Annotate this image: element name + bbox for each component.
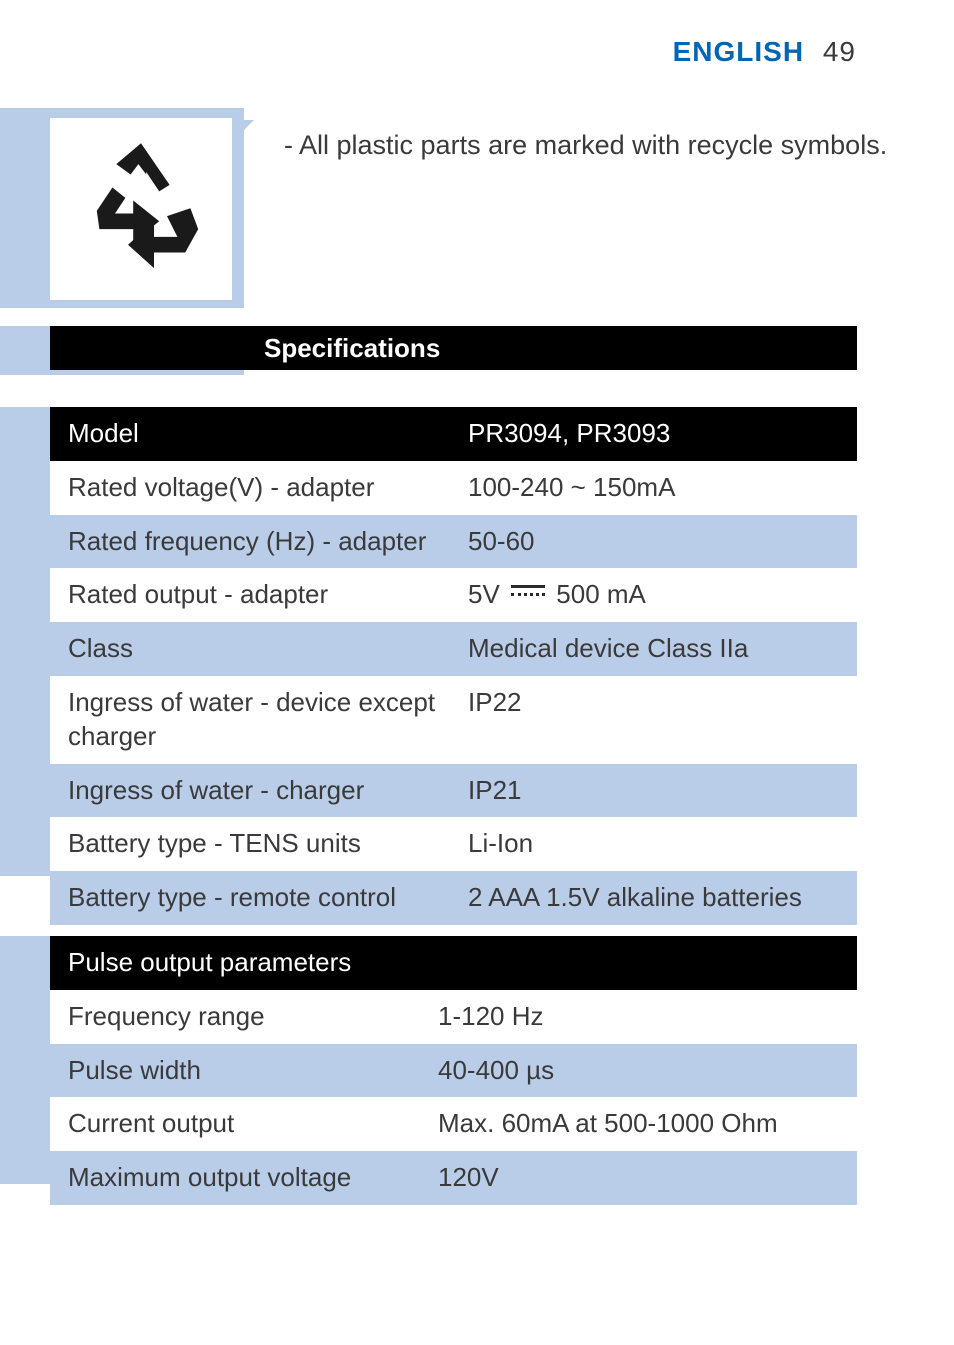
spec-label: Class	[68, 632, 468, 666]
table-row: Maximum output voltage 120V	[50, 1151, 857, 1205]
spec-value: 120V	[438, 1161, 839, 1195]
specifications-table: Model PR3094, PR3093 Rated voltage(V) - …	[50, 407, 857, 925]
table-row: Battery type - TENS units Li-Ion	[50, 817, 857, 871]
spec-value: Li-Ion	[468, 827, 839, 861]
spec-label: Ingress of water - charger	[68, 774, 468, 808]
table-row: Frequency range 1-120 Hz	[50, 990, 857, 1044]
table-row: Current output Max. 60mA at 500-1000 Ohm	[50, 1097, 857, 1151]
spec-label: Rated output - adapter	[68, 578, 468, 612]
spec-label: Current output	[68, 1107, 438, 1141]
recycle-icon	[76, 132, 206, 287]
spec-label: Frequency range	[68, 1000, 438, 1034]
callout-text: - All plastic parts are marked with recy…	[284, 130, 887, 161]
language-label: ENGLISH	[673, 36, 804, 67]
table-header-value: PR3094, PR3093	[468, 417, 839, 451]
spec-label: Maximum output voltage	[68, 1161, 438, 1195]
value-suffix: 500 mA	[556, 579, 646, 609]
callout-pointer	[232, 120, 254, 142]
spec-label: Battery type - TENS units	[68, 827, 468, 861]
table-row: Rated frequency (Hz) - adapter 50-60	[50, 515, 857, 569]
spec-value: 1-120 Hz	[438, 1000, 839, 1034]
table-header-row: Pulse output parameters	[50, 936, 857, 990]
spec-label: Pulse width	[68, 1054, 438, 1088]
spec-value: 2 AAA 1.5V alkaline batteries	[468, 881, 839, 915]
table-row: Ingress of water - device except charger…	[50, 676, 857, 764]
spec-value: IP22	[468, 686, 839, 754]
page-number: 49	[823, 36, 856, 67]
table-header-label: Model	[68, 417, 468, 451]
spec-value: Max. 60mA at 500-1000 Ohm	[438, 1107, 839, 1141]
table-row: Pulse width 40-400 µs	[50, 1044, 857, 1098]
spec-label: Rated voltage(V) - adapter	[68, 471, 468, 505]
spec-value: 5V 500 mA	[468, 578, 839, 612]
table-header-label: Pulse output parameters	[68, 946, 839, 980]
table-row: Battery type - remote control 2 AAA 1.5V…	[50, 871, 857, 925]
spec-label: Ingress of water - device except charger	[68, 686, 468, 754]
figure-box	[50, 118, 232, 300]
spec-label: Battery type - remote control	[68, 881, 468, 915]
spec-value: 40-400 µs	[438, 1054, 839, 1088]
spec-value: 50-60	[468, 525, 839, 559]
table-header-row: Model PR3094, PR3093	[50, 407, 857, 461]
table-row: Rated voltage(V) - adapter 100-240 ~ 150…	[50, 461, 857, 515]
spec-value: IP21	[468, 774, 839, 808]
spec-label: Rated frequency (Hz) - adapter	[68, 525, 468, 559]
table-row: Ingress of water - charger IP21	[50, 764, 857, 818]
pulse-parameters-table: Pulse output parameters Frequency range …	[50, 936, 857, 1205]
table-row: Class Medical device Class IIa	[50, 622, 857, 676]
value-prefix: 5V	[468, 579, 500, 609]
spec-value: 100-240 ~ 150mA	[468, 471, 839, 505]
spec-value: Medical device Class IIa	[468, 632, 839, 666]
page-header: ENGLISH 49	[673, 36, 856, 68]
table-row: Rated output - adapter 5V 500 mA	[50, 568, 857, 622]
section-heading-specifications: Specifications	[50, 326, 857, 370]
section-heading-label: Specifications	[264, 333, 440, 364]
